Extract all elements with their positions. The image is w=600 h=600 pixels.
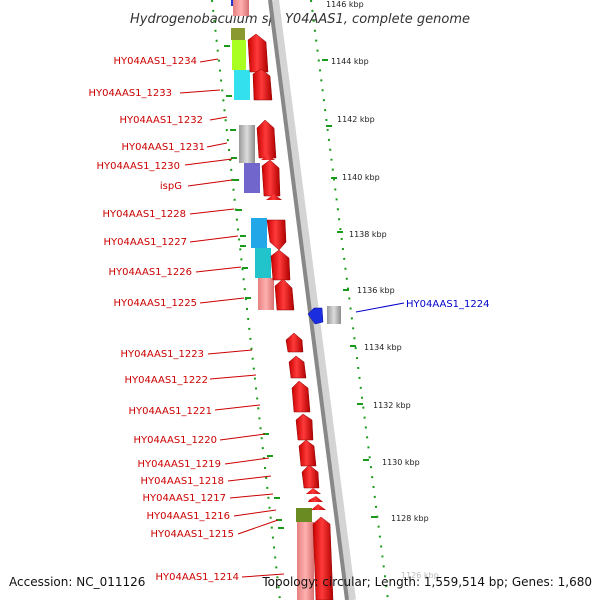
cds-track xyxy=(233,0,341,600)
gene-label[interactable]: HY04AAS1_1231 xyxy=(122,142,205,153)
outer-gc-ring xyxy=(310,0,389,600)
cog-color-track xyxy=(231,0,314,600)
gene-label[interactable]: HY04AAS1_1228 xyxy=(103,209,186,220)
backbone-ring xyxy=(268,0,349,600)
tick-label: 1132 kbp xyxy=(373,401,411,410)
gene-label[interactable]: HY04AAS1_1227 xyxy=(104,237,187,248)
gene-label[interactable]: HY04AAS1_1221 xyxy=(129,406,212,417)
gene-label[interactable]: HY04AAS1_1226 xyxy=(109,267,192,278)
left-leader-lines xyxy=(179,58,285,578)
gene-label[interactable]: ispG xyxy=(160,181,182,192)
map-title: Hydrogenobaculum sp. Y04AAS1, complete g… xyxy=(130,12,470,27)
tick-label: 1140 kbp xyxy=(342,173,380,182)
gene-label[interactable]: HY04AAS1_1222 xyxy=(125,375,208,386)
tick-label: 1136 kbp xyxy=(357,286,395,295)
scale-ticks: 1146 kbp 1144 kbp 1142 kbp 1140 kbp 1138… xyxy=(326,0,439,580)
tick-label: 1128 kbp xyxy=(391,514,429,523)
gene-label[interactable]: HY04AAS1_1214 xyxy=(156,572,239,583)
tick-label: 1142 kbp xyxy=(337,115,375,124)
tick-label: 1138 kbp xyxy=(349,230,387,239)
gene-label[interactable]: HY04AAS1_1219 xyxy=(138,459,221,470)
gene-label[interactable]: HY04AAS1_1234 xyxy=(114,56,197,67)
tick-label: 1144 kbp xyxy=(331,57,369,66)
gene-label[interactable]: HY04AAS1_1216 xyxy=(147,511,230,522)
left-gene-labels: HY04AAS1_1234 HY04AAS1_1233 HY04AAS1_123… xyxy=(89,56,239,583)
tick-label: 1146 kbp xyxy=(326,0,364,9)
gene-label[interactable]: HY04AAS1_1223 xyxy=(121,349,204,360)
inner-gc-ring xyxy=(211,0,281,600)
tick-label: 1130 kbp xyxy=(382,458,420,467)
gene-label[interactable]: HY04AAS1_1220 xyxy=(134,435,217,446)
tick-label: 1134 kbp xyxy=(364,343,402,352)
tick-label: 1126 kbp xyxy=(401,571,439,580)
backbone-shadow xyxy=(271,0,356,600)
gene-label[interactable]: HY04AAS1_1218 xyxy=(141,476,224,487)
topology-text: Topology: circular; Length: 1,559,514 bp… xyxy=(261,575,592,589)
gene-label[interactable]: HY04AAS1_1232 xyxy=(120,115,203,126)
right-leader-line xyxy=(355,302,405,313)
accession-text: Accession: NC_011126 xyxy=(9,575,145,589)
gene-label[interactable]: HY04AAS1_1233 xyxy=(89,88,172,99)
gc-skew-marks xyxy=(224,45,377,529)
gene-label[interactable]: HY04AAS1_1215 xyxy=(151,529,234,540)
gene-label[interactable]: HY04AAS1_1217 xyxy=(143,493,226,504)
gene-label-right[interactable]: HY04AAS1_1224 xyxy=(406,299,489,310)
gene-label[interactable]: HY04AAS1_1225 xyxy=(114,298,197,309)
gene-label[interactable]: HY04AAS1_1230 xyxy=(97,161,180,172)
